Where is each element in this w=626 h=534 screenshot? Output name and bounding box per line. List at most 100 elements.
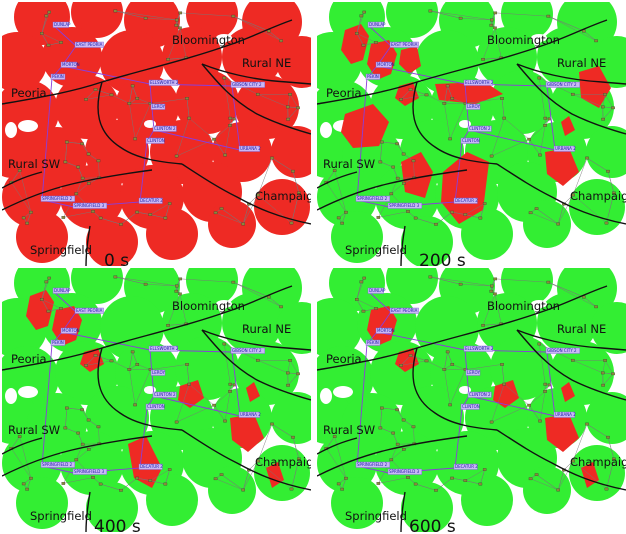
city-label-bg — [453, 197, 478, 204]
distribution-line — [180, 12, 234, 17]
city-label-bg — [145, 137, 165, 144]
substation-marker — [74, 192, 79, 196]
substation-marker — [395, 442, 400, 446]
outage-area — [399, 46, 421, 74]
substation-marker — [135, 476, 139, 480]
substation-marker — [434, 488, 438, 492]
substation-marker — [489, 23, 494, 27]
distribution-line — [48, 42, 62, 46]
transmission-line — [61, 331, 151, 351]
distribution-line — [150, 469, 170, 481]
substation-marker — [148, 368, 153, 371]
substation-marker — [527, 137, 531, 141]
distribution-line — [356, 299, 377, 309]
distribution-line — [504, 384, 530, 406]
distribution-line — [548, 16, 584, 32]
transmission-line — [468, 129, 556, 151]
city-label-bg — [40, 195, 75, 202]
coverage-disc — [115, 75, 179, 139]
distribution-line — [391, 178, 398, 194]
distribution-line — [607, 437, 615, 459]
city-label-dunlap: DUNLAP — [54, 22, 71, 27]
city-layer: DUNLAP EAST PEORIA MORTON PEKIN ELLSWORTH 2 G… — [40, 287, 265, 475]
distribution-line — [11, 448, 32, 479]
distribution-line — [604, 360, 614, 374]
transmission-line — [53, 291, 77, 313]
substation-marker — [21, 482, 26, 486]
city-label-bg — [148, 79, 178, 86]
substation-marker — [395, 408, 399, 412]
substation-marker — [91, 476, 95, 479]
substation-marker — [442, 368, 447, 371]
substation-marker — [543, 390, 547, 393]
distribution-line — [501, 98, 505, 119]
map-svg: DUNLAP EAST PEORIA MORTON PEKIN ELLSWORTH 2 G… — [2, 268, 311, 532]
substation-marker — [445, 84, 450, 88]
region-label-peoria: Peoria — [326, 352, 362, 366]
distribution-line — [530, 478, 559, 491]
substation-marker — [527, 403, 531, 407]
distribution-line — [76, 444, 83, 460]
outage-area — [52, 306, 82, 346]
substation-marker — [59, 41, 63, 44]
outage-area — [561, 382, 575, 402]
substation-marker — [543, 124, 547, 127]
substation-marker — [478, 482, 483, 486]
region-boundary — [2, 171, 43, 189]
substation-marker — [174, 154, 179, 158]
distribution-line — [115, 276, 177, 287]
distribution-line — [528, 125, 546, 140]
city-label-ellsworth: ELLSWORTH 2 — [150, 80, 179, 85]
distribution-line — [289, 360, 299, 374]
outage-area — [579, 66, 611, 108]
coverage-gap — [216, 34, 232, 42]
substation-marker — [606, 169, 610, 173]
substation-marker — [424, 359, 429, 363]
substation-marker — [187, 382, 191, 386]
distribution-line — [19, 436, 32, 479]
distribution-line — [548, 16, 597, 41]
city-label-bg — [145, 403, 165, 410]
city-label-urbana: URBANA 2 — [240, 146, 261, 151]
substation-marker — [61, 482, 66, 485]
substation-marker — [594, 39, 598, 43]
substation-marker — [80, 142, 84, 146]
substation-marker — [291, 435, 295, 439]
substation-marker — [17, 169, 22, 172]
distribution-line — [400, 355, 411, 366]
substation-marker — [481, 58, 485, 61]
distribution-line — [271, 157, 294, 172]
distribution-line — [504, 118, 530, 140]
distribution-line — [145, 284, 177, 287]
substation-marker — [603, 359, 607, 362]
coverage-disc — [254, 179, 310, 235]
distribution-line — [66, 141, 83, 144]
distribution-line — [186, 364, 190, 385]
distribution-line — [413, 426, 415, 444]
distribution-line — [465, 98, 503, 104]
region-boundary — [97, 347, 183, 431]
distribution-line — [430, 276, 461, 285]
city-label-leroy: LEROY — [152, 370, 165, 375]
distribution-line — [606, 458, 615, 490]
substation-marker — [286, 371, 290, 375]
substation-marker — [127, 102, 132, 105]
outage-area — [178, 380, 204, 408]
substation-marker — [40, 298, 44, 301]
city-label-bg — [375, 61, 392, 68]
substation-marker — [463, 479, 468, 482]
substation-marker — [288, 359, 292, 362]
substation-marker — [127, 368, 132, 371]
substation-marker — [482, 468, 487, 471]
substation-marker — [528, 477, 533, 481]
region-label-champaign: Champaign — [570, 189, 626, 203]
region-boundary — [317, 285, 608, 371]
coverage-disc — [375, 431, 439, 495]
distribution-line — [63, 477, 94, 484]
distribution-line — [326, 170, 335, 183]
distribution-line — [95, 89, 112, 96]
distribution-line — [563, 460, 574, 471]
distribution-line — [430, 10, 492, 21]
substation-marker — [65, 140, 69, 144]
coverage-disc — [71, 2, 123, 38]
